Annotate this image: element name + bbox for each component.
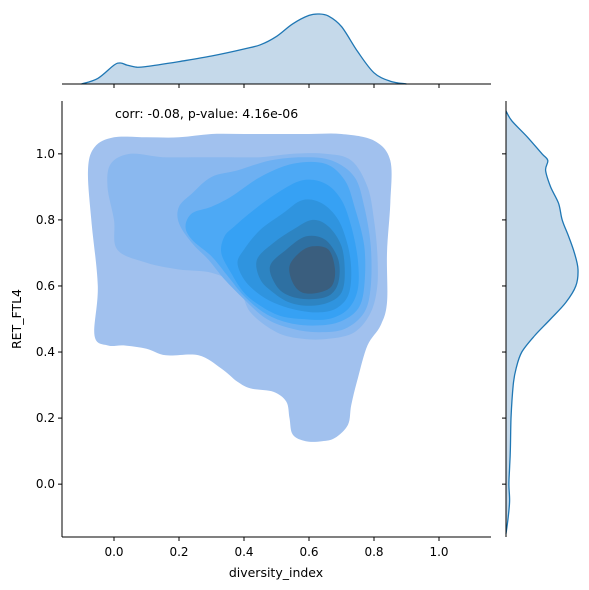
correlation-annotation: corr: -0.08, p-value: 4.16e-06 <box>115 106 298 121</box>
marginal-x-curve <box>81 13 407 85</box>
x-tick-label: 0.8 <box>364 545 383 559</box>
tick-layer: 0.0 0.2 0.4 0.6 0.8 1.0 0.0 0.2 0.4 0.6 0.8 1.0 <box>36 84 506 559</box>
marginal-y-curve <box>505 110 579 534</box>
x-axis-label: diversity_index <box>229 565 323 580</box>
y-tick-label: 1.0 <box>36 147 55 161</box>
x-tick-label: 0.4 <box>234 545 253 559</box>
y-tick-label: 0.6 <box>36 279 55 293</box>
y-tick-label: 0.4 <box>36 345 55 359</box>
x-tick-label: 0.6 <box>299 545 318 559</box>
y-tick-label: 0.8 <box>36 213 55 227</box>
kde-contour-level-9 <box>289 246 336 294</box>
y-tick-label: 0.0 <box>36 477 55 491</box>
x-tick-label: 0.0 <box>104 545 123 559</box>
marginal-y-fill <box>506 110 579 534</box>
kde-contour-layer <box>87 133 392 442</box>
marginal-x-fill <box>81 13 407 84</box>
axes-layer <box>61 101 491 538</box>
y-tick-label: 0.2 <box>36 411 55 425</box>
y-axis-label: RET_FTL4 <box>9 289 24 349</box>
marginal-x-density <box>62 13 491 85</box>
x-tick-label: 1.0 <box>429 545 448 559</box>
x-tick-label: 0.2 <box>169 545 188 559</box>
marginal-y-density <box>505 101 579 537</box>
